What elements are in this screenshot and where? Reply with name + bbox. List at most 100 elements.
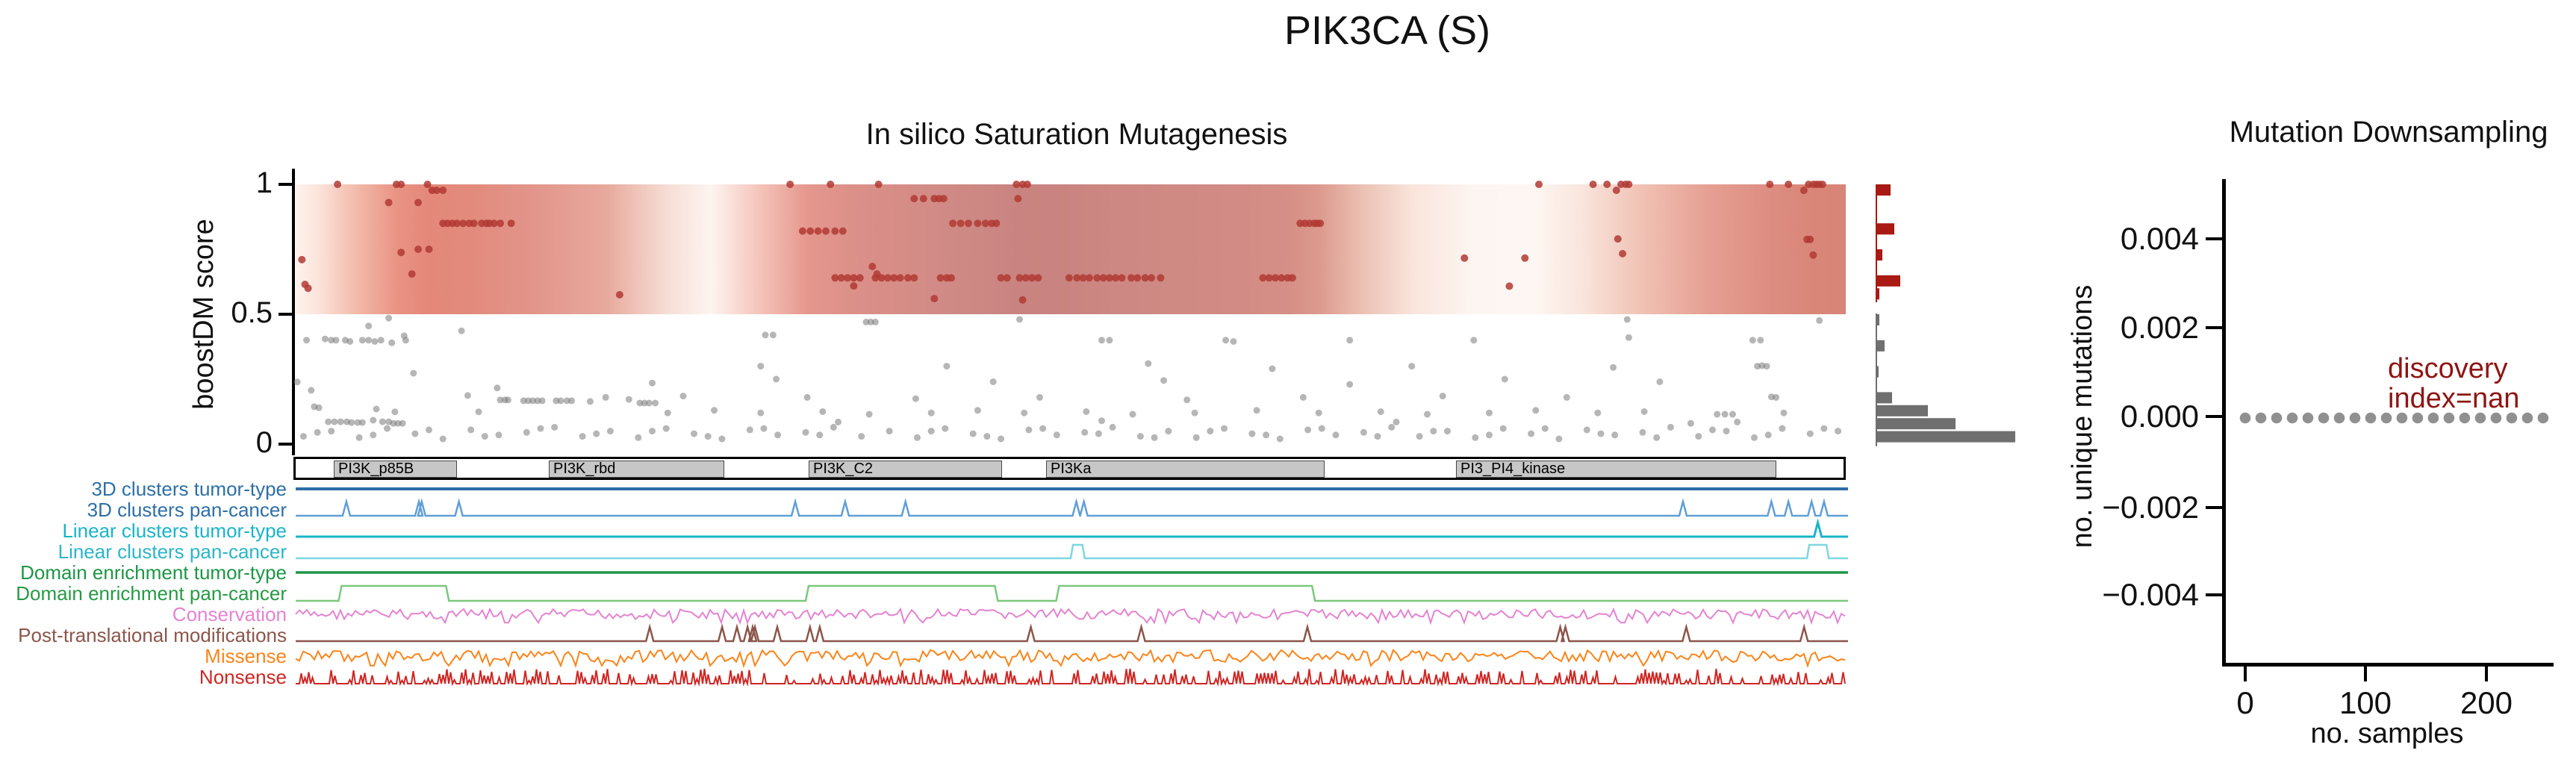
mutation-point bbox=[1757, 337, 1764, 344]
mutation-point bbox=[1053, 431, 1060, 439]
mutation-point bbox=[1594, 409, 1602, 416]
mutation-point bbox=[927, 409, 935, 416]
mutation-point bbox=[1721, 411, 1729, 418]
mutation-point bbox=[1374, 433, 1381, 440]
mutation-point bbox=[423, 181, 432, 188]
mutation-point bbox=[606, 428, 614, 435]
hist-bar bbox=[1876, 223, 1894, 235]
mutation-point bbox=[399, 419, 406, 427]
track-line-7 bbox=[295, 607, 1846, 625]
mutation-point bbox=[1083, 408, 1090, 415]
y-tick-label: 0 bbox=[255, 426, 273, 459]
mutation-point bbox=[298, 255, 306, 263]
mutation-point bbox=[1505, 282, 1513, 290]
mutation-point bbox=[304, 284, 312, 293]
track-label-1: 3D clusters tumor-type bbox=[91, 478, 287, 500]
mutation-point bbox=[1486, 431, 1493, 439]
y-tick-mark bbox=[279, 443, 292, 446]
mutation-point bbox=[757, 409, 765, 416]
mutation-point bbox=[615, 290, 623, 299]
mutation-point bbox=[384, 425, 391, 432]
mutation-point bbox=[1263, 431, 1270, 439]
track-line-6 bbox=[296, 584, 1848, 602]
mutation-point bbox=[534, 397, 541, 405]
mutation-point bbox=[1499, 425, 1507, 432]
mutation-point bbox=[459, 219, 467, 228]
downsampling-point bbox=[2443, 412, 2455, 424]
mutation-point bbox=[839, 227, 847, 235]
mutation-point bbox=[711, 407, 718, 414]
mutation-point bbox=[1766, 181, 1774, 188]
mutation-point bbox=[1820, 425, 1828, 432]
mutation-point bbox=[1023, 181, 1031, 188]
mutation-point bbox=[645, 399, 653, 407]
mutation-point bbox=[314, 428, 321, 436]
mutation-point bbox=[910, 274, 918, 282]
mutation-point bbox=[308, 387, 315, 394]
downsampling-point bbox=[2365, 412, 2377, 424]
downsampling-point bbox=[2286, 412, 2298, 424]
mutation-point bbox=[1073, 274, 1081, 282]
mutation-point bbox=[1028, 274, 1036, 282]
downsampling-point bbox=[2333, 412, 2345, 424]
hist-bar bbox=[1876, 392, 1892, 404]
mutation-point bbox=[1025, 426, 1033, 434]
mutation-point bbox=[1098, 417, 1105, 425]
mutation-point bbox=[1614, 235, 1622, 243]
mutation-point bbox=[346, 338, 354, 345]
mutation-point bbox=[358, 419, 366, 426]
mutation-point bbox=[475, 408, 482, 416]
downsampling-point bbox=[2239, 412, 2251, 424]
mutation-point bbox=[786, 181, 794, 188]
mutation-point bbox=[919, 195, 927, 203]
mutation-point bbox=[1318, 425, 1325, 432]
page-title: PIK3CA (S) bbox=[1284, 8, 1491, 53]
mutation-point bbox=[1222, 337, 1230, 344]
mutation-point bbox=[1763, 363, 1770, 370]
mutation-point bbox=[1230, 338, 1237, 345]
mutation-point bbox=[1034, 274, 1042, 282]
score-histogram bbox=[1876, 184, 2015, 446]
mutation-point bbox=[1093, 274, 1101, 282]
mutation-point bbox=[1105, 274, 1113, 282]
mutation-point bbox=[983, 433, 991, 440]
mutation-point bbox=[1709, 426, 1716, 434]
mutation-point bbox=[354, 419, 361, 426]
mutation-point bbox=[1611, 431, 1619, 439]
mutation-point bbox=[411, 430, 419, 437]
mutation-point bbox=[1695, 433, 1702, 440]
mutation-point bbox=[831, 274, 839, 282]
mutation-point bbox=[942, 425, 949, 432]
mutation-point bbox=[348, 419, 355, 426]
hist-bar bbox=[1876, 288, 1879, 300]
mutation-point bbox=[1653, 434, 1661, 441]
mutation-point bbox=[1332, 431, 1340, 439]
track-label-10: Nonsense bbox=[199, 666, 287, 688]
mutation-point bbox=[1597, 430, 1605, 437]
mutation-point bbox=[370, 431, 377, 439]
downsampling-point bbox=[2506, 412, 2518, 424]
ds-x-tick-label: 100 bbox=[2339, 685, 2392, 720]
mutation-point bbox=[992, 219, 1001, 228]
track-line-3 bbox=[296, 518, 1848, 538]
y-tick-label: 0.5 bbox=[231, 296, 273, 329]
mutation-point bbox=[1639, 428, 1646, 436]
mutation-point bbox=[1183, 396, 1191, 404]
mutation-point bbox=[856, 274, 864, 282]
mutation-point bbox=[331, 418, 338, 425]
mutation-point bbox=[1304, 426, 1312, 434]
mutation-point bbox=[414, 199, 422, 207]
downsampling-point bbox=[2490, 412, 2502, 424]
mutation-point bbox=[325, 418, 332, 425]
ds-y-tick-mark bbox=[2206, 326, 2222, 329]
mutation-point bbox=[1486, 409, 1493, 416]
y-tick-mark bbox=[279, 313, 292, 316]
mutation-point bbox=[1780, 409, 1788, 416]
downsampling-panel-title: Mutation Downsampling bbox=[2229, 116, 2548, 149]
mutation-point bbox=[822, 227, 830, 235]
track-label-2: 3D clusters pan-cancer bbox=[87, 499, 287, 521]
mutation-point bbox=[1036, 393, 1043, 401]
mutation-point bbox=[912, 395, 919, 402]
mutation-point bbox=[467, 426, 475, 434]
